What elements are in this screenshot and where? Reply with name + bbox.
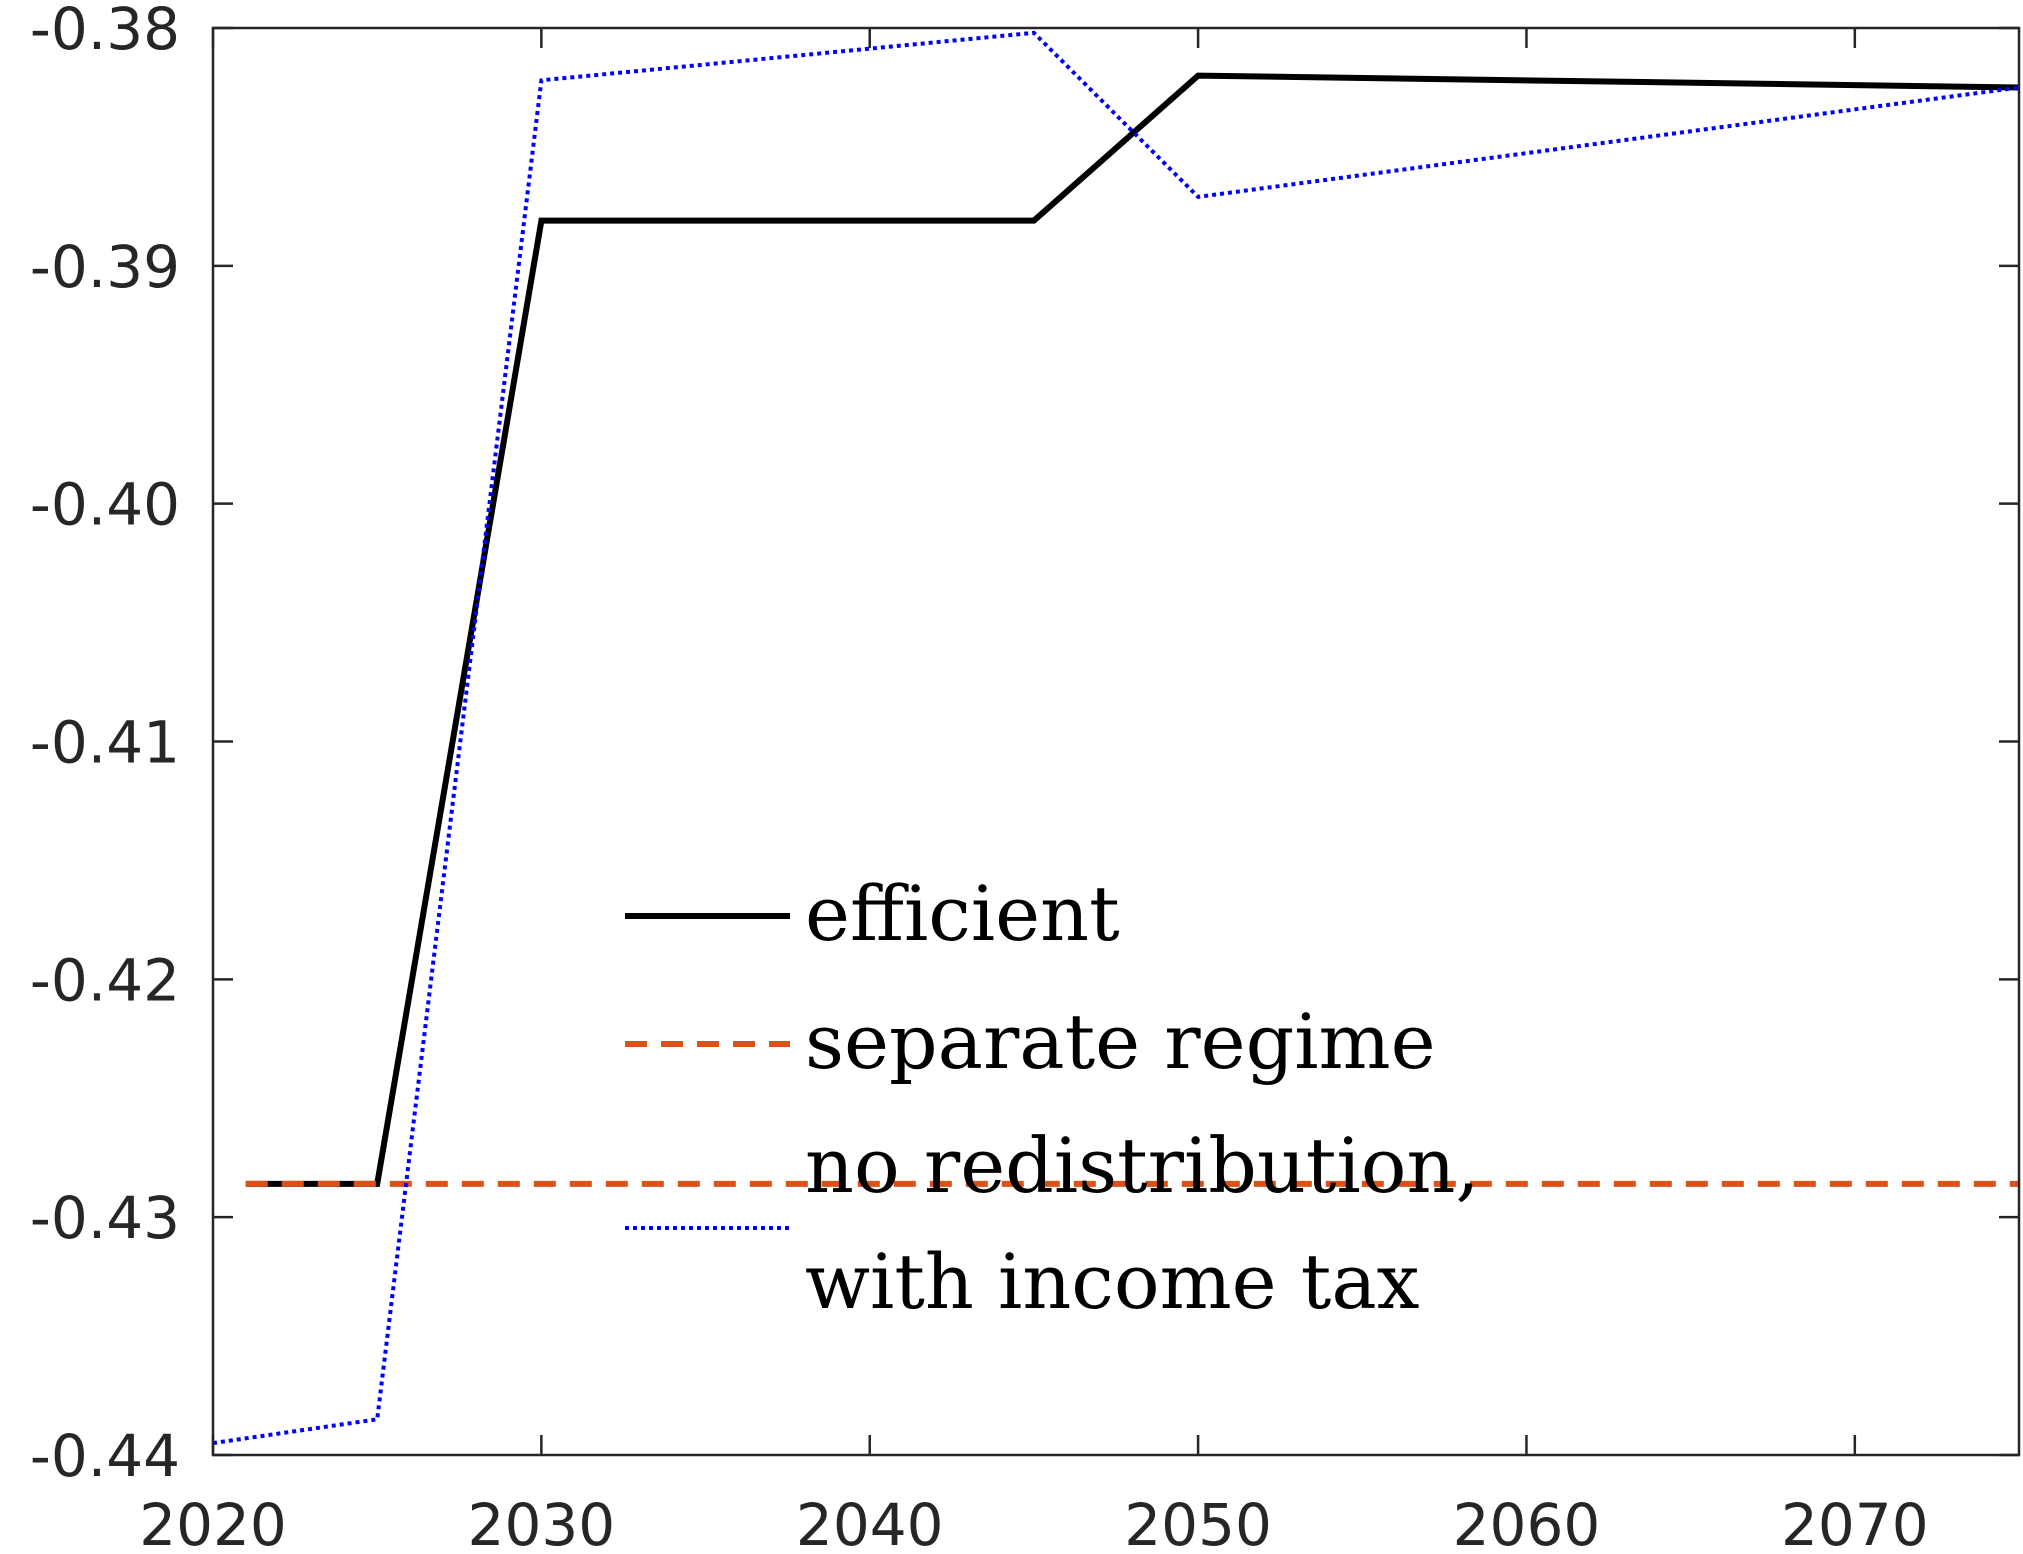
x-tick-label: 2060 bbox=[1453, 1491, 1601, 1554]
legend-label: separate regime bbox=[805, 997, 1436, 1086]
series-layer bbox=[212, 30, 2020, 1446]
x-tick-label: 2020 bbox=[139, 1491, 287, 1554]
y-tick-label: -0.39 bbox=[30, 233, 180, 301]
x-tick-label: 2070 bbox=[1781, 1491, 1929, 1554]
y-tick-label: -0.38 bbox=[30, 0, 180, 63]
y-tick-label: -0.40 bbox=[30, 471, 180, 539]
y-tick-label: -0.43 bbox=[30, 1184, 180, 1252]
y-tick-label: -0.42 bbox=[30, 946, 180, 1014]
x-tick-label: 2030 bbox=[468, 1491, 616, 1554]
y-tick-label: -0.41 bbox=[30, 709, 180, 777]
legend-label: with income tax bbox=[805, 1237, 1420, 1326]
axis-ticks: 2020 2030 2040 2050 2060 2070 -0.44 -0.43 -0.42 -… bbox=[30, 0, 2019, 1554]
x-tick-label: 2040 bbox=[796, 1491, 944, 1554]
series-line-no-redistribution bbox=[212, 30, 2020, 1446]
x-tick-label: 2050 bbox=[1124, 1491, 1272, 1554]
legend-label: efficient bbox=[805, 869, 1120, 958]
y-tick-label: -0.44 bbox=[30, 1422, 180, 1490]
legend-label: no redistribution, bbox=[805, 1121, 1480, 1210]
legend: efficient separate regime no redistributio… bbox=[625, 869, 1480, 1326]
